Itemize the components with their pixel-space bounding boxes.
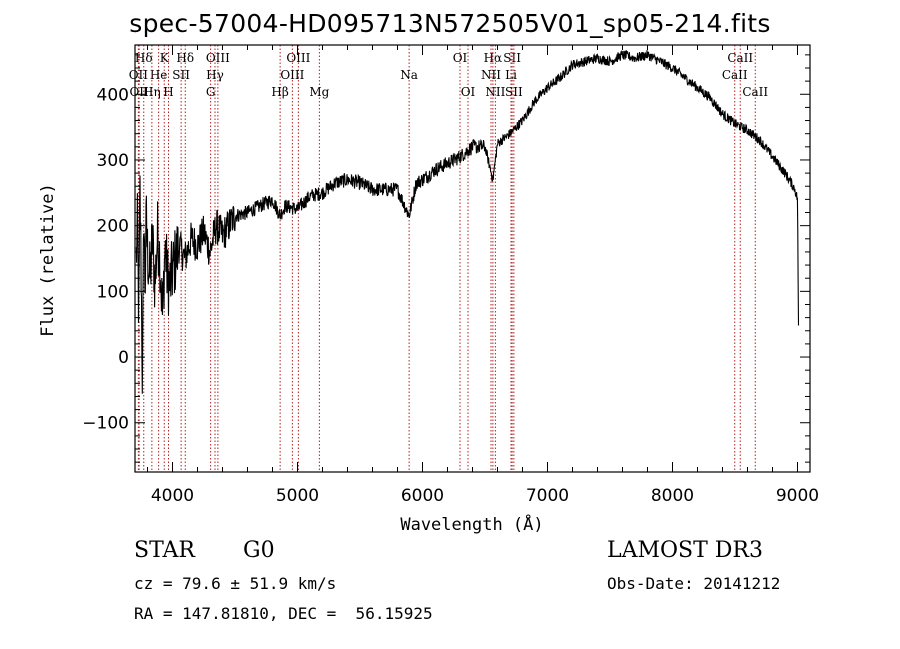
y-tick-label: 200 bbox=[97, 217, 129, 237]
line-marker-label: OII bbox=[129, 85, 149, 99]
line-marker-label: Hγ bbox=[206, 68, 224, 82]
redshift-text: cz = 79.6 ± 51.9 km/s bbox=[134, 574, 337, 593]
coordinates-text: RA = 147.81810, DEC = 56.15925 bbox=[134, 604, 433, 623]
line-marker-label: CaII bbox=[727, 51, 753, 65]
line-marker-label: NII bbox=[485, 85, 505, 99]
chart-title: spec-57004-HD095713N572505V01_sp05-214.f… bbox=[129, 9, 771, 38]
line-marker-label: Hδ bbox=[176, 51, 194, 65]
object-subclass: G0 bbox=[243, 538, 275, 563]
line-marker-label: Hδ bbox=[135, 51, 153, 65]
object-type: STAR bbox=[134, 538, 195, 563]
obs-date-text: Obs-Date: 20141212 bbox=[607, 574, 781, 593]
x-tick-label: 8000 bbox=[651, 486, 694, 506]
line-marker-label: G bbox=[206, 85, 216, 99]
x-tick-label: 6000 bbox=[401, 486, 444, 506]
line-marker-label: SII bbox=[172, 68, 190, 82]
line-marker-label: OIII bbox=[286, 51, 310, 65]
line-marker-label: SII bbox=[503, 51, 521, 65]
line-marker-label: He bbox=[150, 68, 168, 82]
line-marker-label: Hη bbox=[143, 85, 161, 99]
line-marker-label: OIII bbox=[280, 68, 304, 82]
line-marker-label: K bbox=[160, 51, 170, 65]
line-marker-label: Hβ bbox=[271, 85, 288, 99]
line-marker-label: H bbox=[163, 85, 173, 99]
x-tick-label: 5000 bbox=[276, 486, 319, 506]
spectrum-line bbox=[135, 49, 800, 394]
y-axis-label: Flux (relative) bbox=[38, 183, 58, 337]
y-tick-label: 100 bbox=[97, 282, 129, 302]
x-tick-label: 7000 bbox=[526, 486, 569, 506]
survey-name: LAMOST DR3 bbox=[607, 538, 763, 563]
line-marker-label: OI bbox=[461, 85, 476, 99]
x-tick-label: 4000 bbox=[151, 486, 194, 506]
x-tick-label: 9000 bbox=[776, 486, 819, 506]
y-tick-label: −100 bbox=[82, 414, 129, 434]
line-marker-label: OII bbox=[129, 68, 149, 82]
line-marker-label: CaII bbox=[742, 85, 768, 99]
x-axis-label: Wavelength (Å) bbox=[400, 513, 543, 535]
line-marker-label: Na bbox=[400, 68, 418, 82]
line-marker-label: Mg bbox=[309, 85, 329, 99]
axes-layer: 4000 5000 6000 7000 8000 9000 −100 0 100 200 300 40… bbox=[82, 44, 819, 506]
spectrum-layer bbox=[135, 49, 800, 394]
line-marker-label: CaII bbox=[722, 68, 748, 82]
line-marker-label: Li bbox=[505, 68, 517, 82]
plot-frame bbox=[134, 44, 811, 473]
line-marker-label: NII bbox=[481, 68, 501, 82]
line-marker-label: OI bbox=[453, 51, 468, 65]
y-tick-label: 400 bbox=[97, 85, 129, 105]
line-marker-label: OIII bbox=[206, 51, 230, 65]
y-tick-label: 300 bbox=[97, 151, 129, 171]
line-marker-label: SII bbox=[505, 85, 523, 99]
y-tick-label: 0 bbox=[118, 348, 129, 368]
line-marker-label: Hα bbox=[484, 51, 503, 65]
